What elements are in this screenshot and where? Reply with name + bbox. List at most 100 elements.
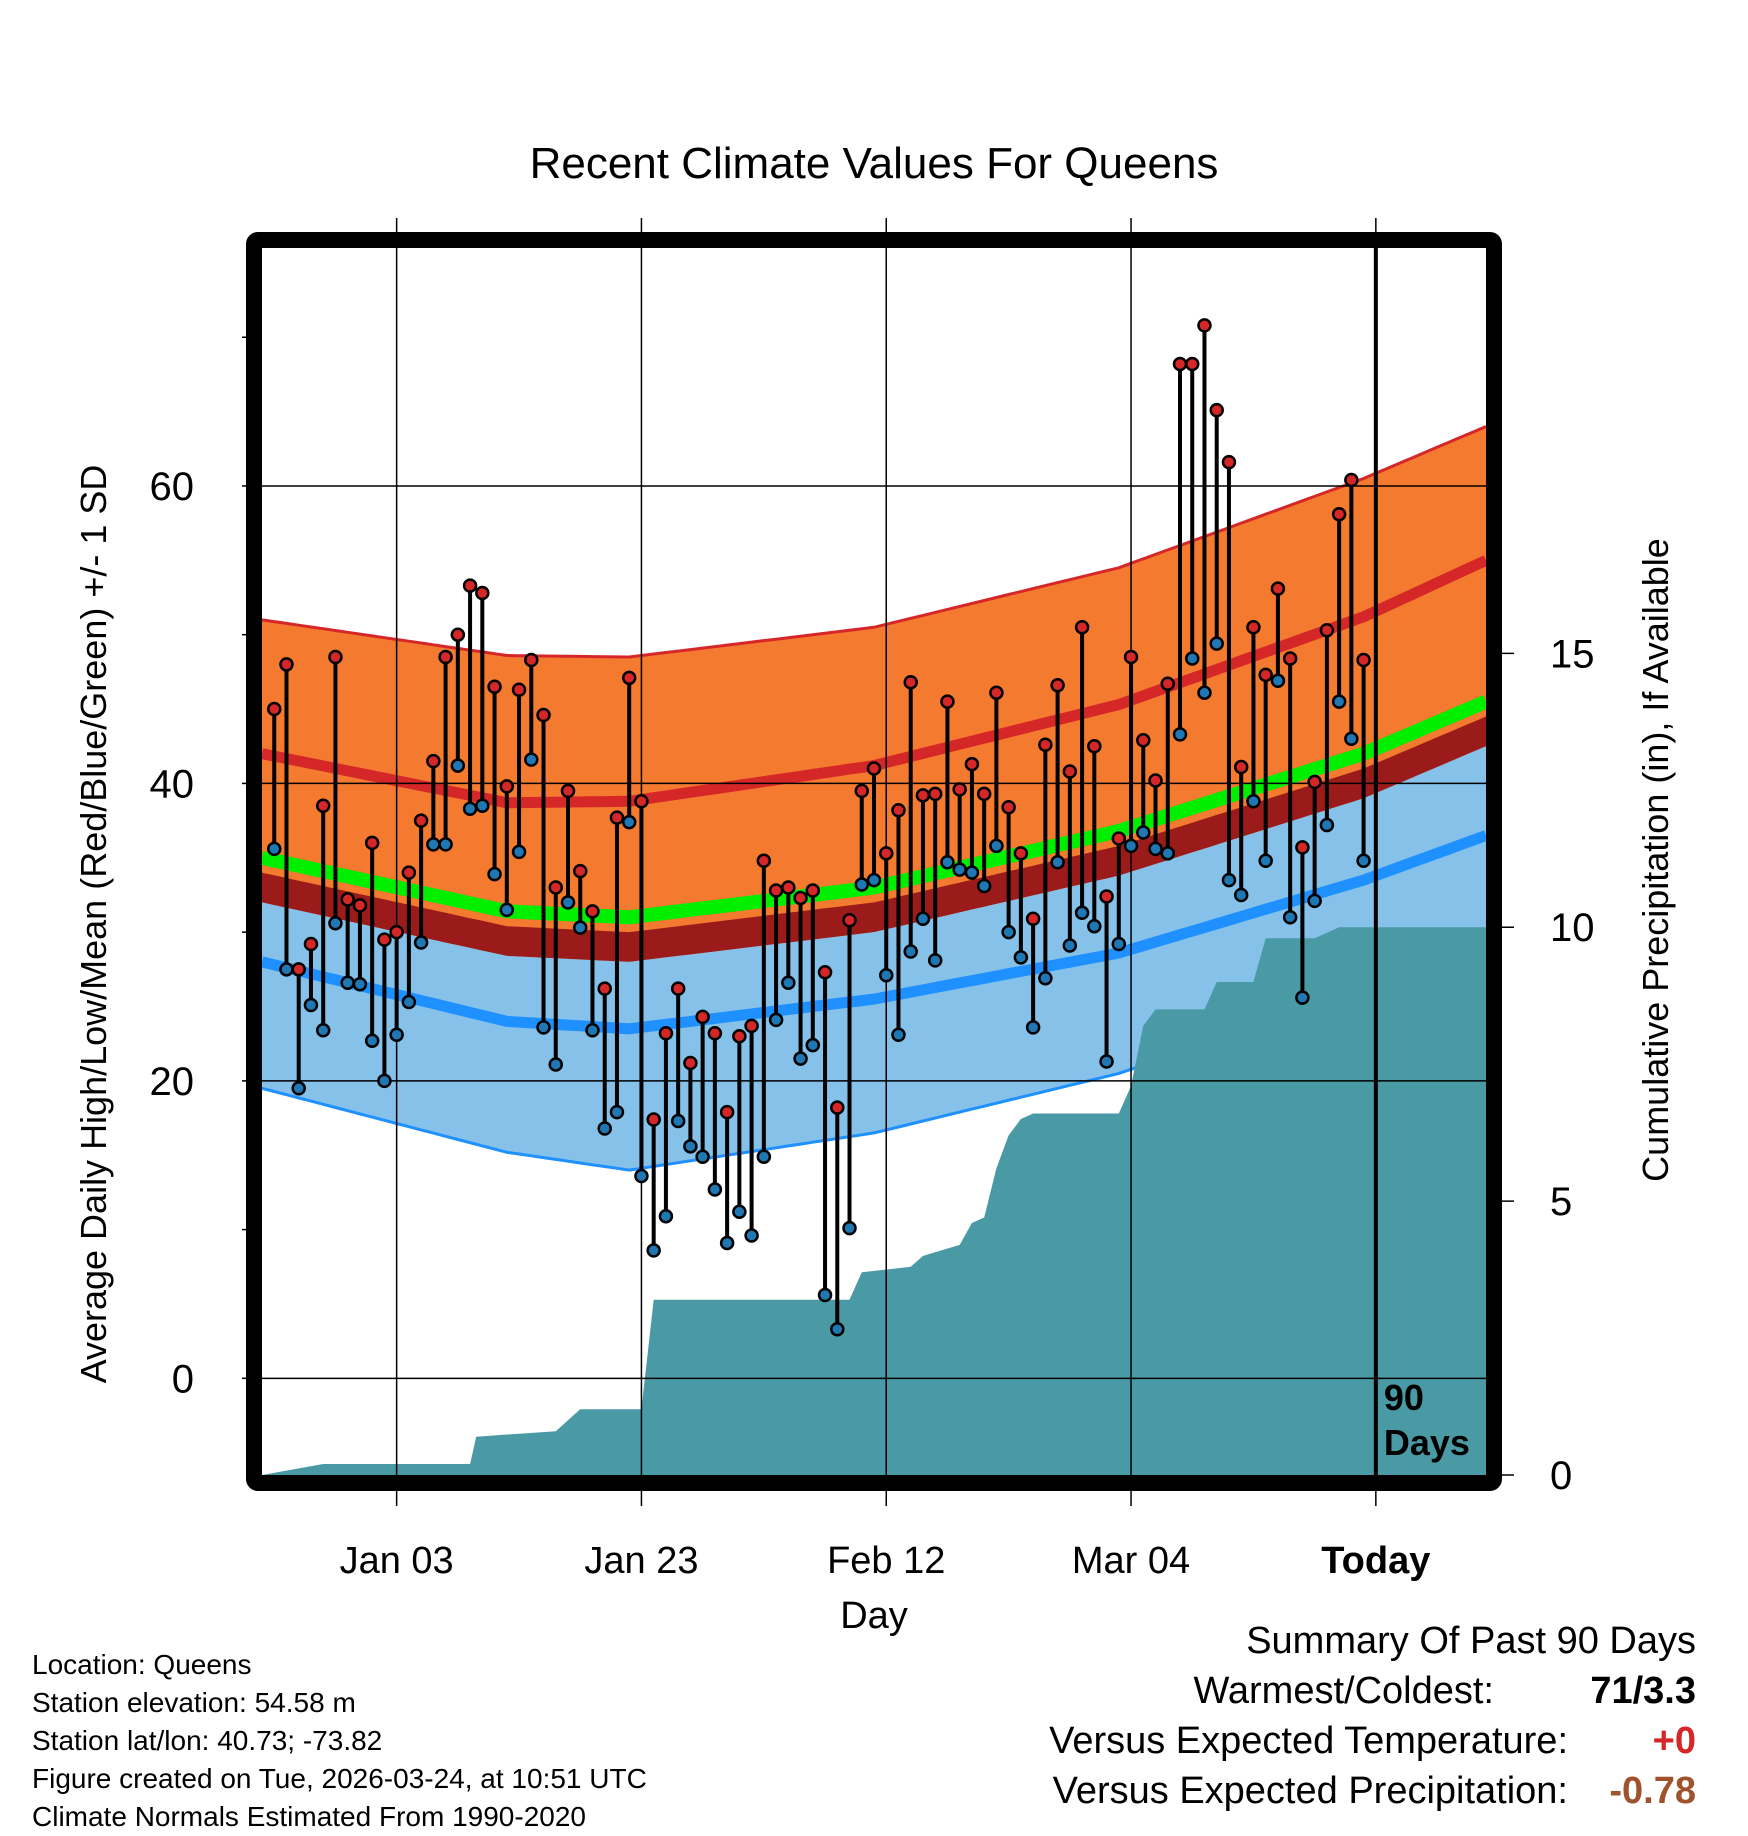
low-point-43 bbox=[781, 975, 796, 990]
high-point-52 bbox=[891, 802, 906, 818]
high-point-39 bbox=[732, 1029, 747, 1044]
high-point-47 bbox=[830, 1100, 845, 1115]
high-point-42 bbox=[768, 883, 784, 898]
high-point-57 bbox=[952, 782, 967, 797]
high-point-81 bbox=[1246, 620, 1261, 635]
high-point-16 bbox=[450, 627, 466, 642]
high-point-59 bbox=[976, 786, 992, 802]
high-upper-line bbox=[262, 425, 1486, 659]
y-tick-label-60: 60 bbox=[150, 465, 195, 509]
low-point-11 bbox=[389, 1027, 404, 1043]
y2-tick-label-0: 0 bbox=[1550, 1454, 1572, 1498]
high-point-79 bbox=[1221, 454, 1237, 470]
low-point-31 bbox=[634, 1168, 649, 1184]
high-point-30 bbox=[621, 670, 637, 686]
high-point-72 bbox=[1136, 733, 1151, 748]
low-point-4 bbox=[303, 997, 319, 1013]
low-point-10 bbox=[377, 1073, 392, 1089]
low-point-44 bbox=[793, 1051, 808, 1066]
high-point-36 bbox=[695, 1009, 710, 1025]
high-point-68 bbox=[1087, 738, 1102, 754]
high-point-15 bbox=[438, 649, 453, 665]
high-point-9 bbox=[364, 835, 380, 851]
low-point-62 bbox=[1013, 950, 1029, 965]
low-point-23 bbox=[536, 1020, 551, 1035]
low-point-48 bbox=[842, 1220, 857, 1236]
low-point-15 bbox=[438, 837, 453, 852]
today-days-number: 90 bbox=[1384, 1377, 1424, 1418]
high-point-41 bbox=[756, 853, 772, 869]
low-point-42 bbox=[768, 1012, 784, 1028]
low-point-89 bbox=[1344, 731, 1359, 747]
high-point-35 bbox=[683, 1055, 698, 1071]
low-point-2 bbox=[279, 962, 294, 977]
high-point-87 bbox=[1319, 622, 1335, 638]
low-point-25 bbox=[560, 895, 576, 910]
low-point-41 bbox=[756, 1149, 772, 1164]
low-point-12 bbox=[401, 994, 417, 1010]
y2-tick-label-5: 5 bbox=[1550, 1180, 1572, 1224]
high-point-83 bbox=[1270, 581, 1286, 596]
high-point-17 bbox=[462, 578, 478, 593]
low-point-22 bbox=[524, 752, 539, 767]
high-point-13 bbox=[413, 813, 429, 828]
low-point-90 bbox=[1356, 853, 1371, 869]
low-point-38 bbox=[719, 1235, 735, 1251]
high-point-73 bbox=[1148, 773, 1163, 788]
low-point-84 bbox=[1282, 910, 1298, 925]
high-point-14 bbox=[426, 753, 441, 769]
low-point-58 bbox=[964, 865, 980, 880]
high-point-32 bbox=[646, 1112, 661, 1127]
high-point-89 bbox=[1344, 472, 1359, 488]
low-point-70 bbox=[1111, 936, 1127, 952]
high-point-85 bbox=[1295, 840, 1310, 855]
high-point-19 bbox=[487, 679, 502, 694]
high-point-58 bbox=[964, 756, 980, 772]
high-point-53 bbox=[903, 675, 918, 690]
high-point-20 bbox=[499, 779, 515, 794]
high-point-37 bbox=[707, 1026, 723, 1041]
high-point-6 bbox=[328, 649, 343, 665]
low-point-16 bbox=[450, 758, 466, 773]
low-point-73 bbox=[1148, 841, 1163, 857]
y2-tick-label-10: 10 bbox=[1550, 906, 1595, 950]
high-point-77 bbox=[1197, 318, 1212, 333]
low-point-53 bbox=[903, 944, 918, 959]
low-point-63 bbox=[1025, 1020, 1041, 1035]
footer-created: Figure created on Tue, 2026-03-24, at 10… bbox=[32, 1763, 647, 1794]
low-point-19 bbox=[487, 866, 502, 882]
high-point-76 bbox=[1184, 356, 1200, 372]
footer-elevation: Station elevation: 54.58 m bbox=[32, 1687, 356, 1718]
precip-vs-expected-value: -0.78 bbox=[1609, 1770, 1696, 1812]
low-point-35 bbox=[683, 1139, 698, 1154]
low-point-78 bbox=[1209, 636, 1224, 651]
x-tick-label-0: Jan 03 bbox=[340, 1540, 454, 1582]
y2-tick-label-15: 15 bbox=[1550, 632, 1595, 676]
high-point-29 bbox=[609, 810, 625, 825]
high-point-84 bbox=[1282, 651, 1298, 666]
low-point-77 bbox=[1197, 685, 1212, 700]
low-point-8 bbox=[352, 976, 368, 992]
low-point-33 bbox=[658, 1208, 674, 1224]
footer-normals: Climate Normals Estimated From 1990-2020 bbox=[32, 1801, 586, 1832]
high-point-88 bbox=[1331, 506, 1347, 522]
high-point-24 bbox=[548, 880, 564, 895]
precip-vs-expected-label: Versus Expected Precipitation: bbox=[1052, 1770, 1568, 1812]
low-point-60 bbox=[989, 838, 1004, 854]
low-point-74 bbox=[1160, 846, 1176, 861]
high-point-74 bbox=[1160, 676, 1176, 692]
normal-mean-line bbox=[262, 695, 1486, 925]
high-point-66 bbox=[1062, 764, 1078, 779]
low-point-59 bbox=[976, 878, 992, 894]
low-point-50 bbox=[866, 872, 882, 888]
high-point-3 bbox=[291, 962, 306, 977]
precip-area bbox=[262, 927, 1486, 1475]
high-point-4 bbox=[303, 936, 319, 952]
high-point-23 bbox=[536, 707, 551, 723]
high-point-64 bbox=[1038, 737, 1053, 752]
high-point-48 bbox=[842, 912, 857, 928]
low-point-57 bbox=[952, 862, 967, 877]
low-point-21 bbox=[511, 844, 527, 860]
high-point-56 bbox=[940, 694, 955, 709]
